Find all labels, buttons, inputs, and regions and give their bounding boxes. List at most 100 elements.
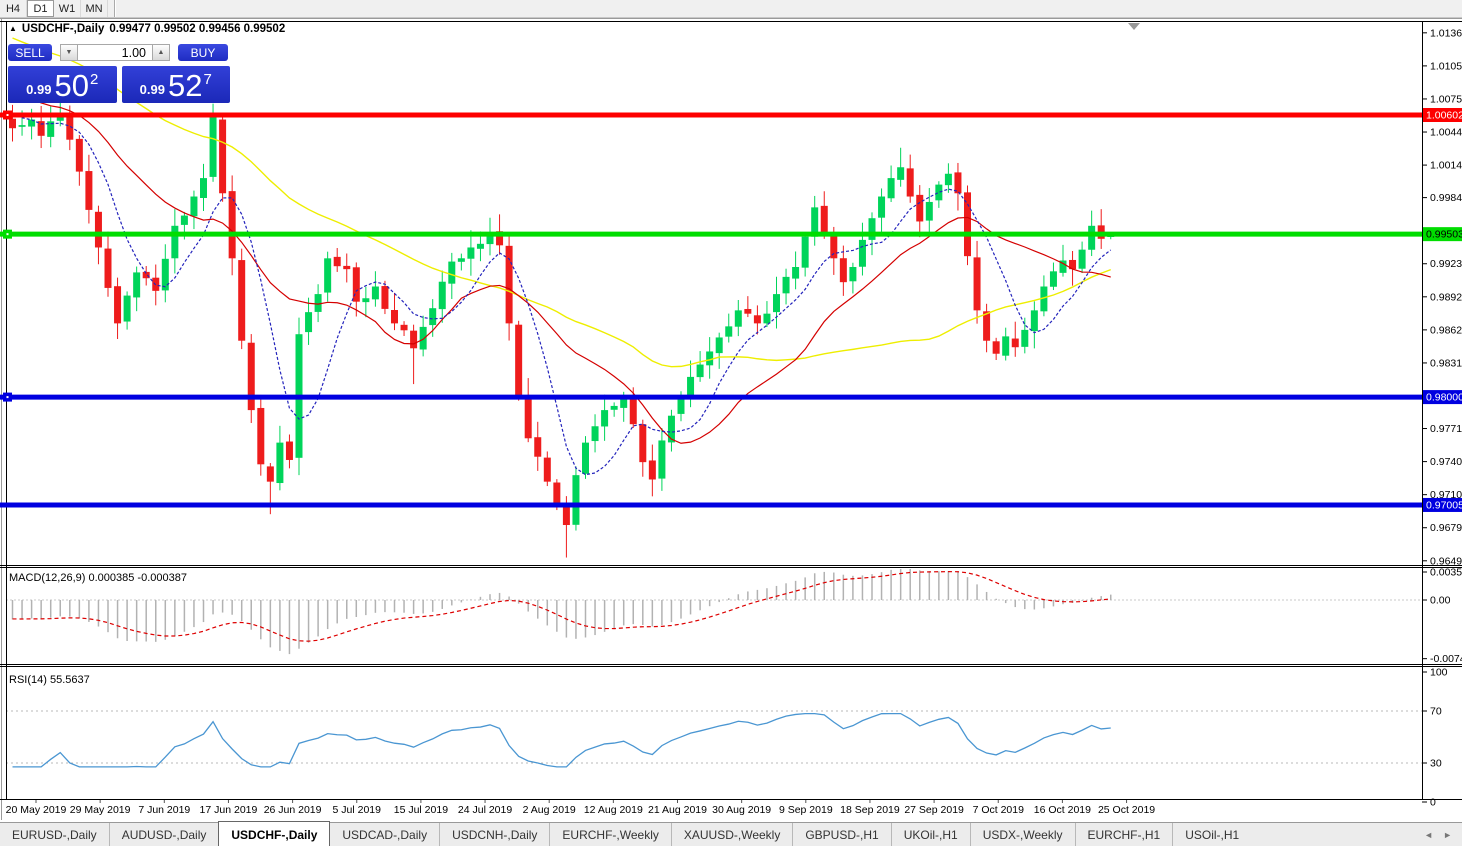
candle (352, 267, 360, 302)
candle (582, 442, 589, 474)
chart-tab-usdx-weekly[interactable]: USDX-,Weekly (969, 823, 1075, 846)
chart-tab-audusd-daily[interactable]: AUDUSD-,Daily (108, 823, 219, 846)
chart-tab-usdchf-daily[interactable]: USDCHF-,Daily (218, 821, 331, 846)
candle (858, 239, 866, 267)
candle (591, 426, 599, 442)
candle (247, 342, 255, 411)
candle (66, 113, 74, 140)
chart-tab-bar: EURUSD-,Daily AUDUSD-,Daily USDCHF-,Daily U… (0, 821, 1462, 846)
chart-tab-gbpusd-h1[interactable]: GBPUSD-,H1 (792, 823, 890, 846)
candle (75, 138, 83, 172)
candle (935, 184, 943, 201)
price-level-badge-text: 1.00602 (1426, 110, 1462, 122)
candle (868, 218, 876, 240)
timeframe-button-d1[interactable]: D1 (27, 0, 54, 17)
candle (486, 232, 494, 245)
candle (371, 286, 379, 300)
volume-input[interactable]: 1.00 (78, 44, 152, 61)
chart-title: ▲ USDCHF-,Daily 0.99477 0.99502 0.99456 … (9, 23, 285, 35)
candle (1030, 310, 1038, 332)
candle (1088, 225, 1096, 250)
candle (1021, 329, 1029, 347)
volume-decrease-button[interactable]: ▼ (60, 44, 78, 61)
candle (467, 247, 475, 259)
candle (753, 315, 761, 324)
price-level-badge (1423, 390, 1462, 405)
price-chart-canvas[interactable]: 1.013601.010551.007501.004451.001400.998… (0, 0, 1462, 822)
chart-tab-usdcnh-daily[interactable]: USDCNH-,Daily (439, 823, 549, 846)
candle (715, 337, 723, 354)
candle (410, 330, 418, 349)
candle (839, 258, 847, 283)
tab-scroll-controls: ◄ ► (1414, 823, 1462, 846)
date-axis-label: 7 Oct 2019 (973, 804, 1025, 816)
candle (801, 236, 809, 268)
chart-tab-ukoil-h1[interactable]: UKOil-,H1 (890, 823, 970, 846)
candle (228, 191, 236, 259)
date-axis-label: 18 Sep 2019 (840, 804, 900, 816)
candle (944, 173, 952, 186)
date-axis-label: 29 May 2019 (70, 804, 131, 816)
candle (362, 298, 370, 303)
candle (983, 311, 991, 341)
candle (1002, 336, 1010, 356)
buy-price-prefix: 0.99 (139, 82, 165, 97)
price-axis-tick: 1.00445 (1430, 127, 1462, 139)
candle (448, 261, 456, 284)
candle (639, 424, 647, 463)
candle (333, 256, 341, 267)
candle (992, 341, 1000, 354)
sell-button[interactable]: SELL (8, 44, 52, 61)
rsi-axis-tick: 30 (1430, 758, 1442, 770)
timeframe-button-w1[interactable]: W1 (54, 0, 81, 17)
buy-price-button[interactable]: 0.99 52 7 (121, 66, 230, 103)
candle (820, 205, 828, 235)
rsi-series (7, 710, 1422, 768)
price-level-badge-text: 0.98000 (1426, 392, 1462, 404)
date-axis-label: 26 Jun 2019 (264, 804, 322, 816)
chart-tab-eurusd-daily[interactable]: EURUSD-,Daily (12, 827, 97, 842)
timeframe-button-h4[interactable]: H4 (0, 0, 27, 17)
price-axis-tick: 1.01360 (1430, 27, 1462, 39)
candle (973, 257, 981, 311)
candle (219, 119, 227, 194)
chart-tab-usdcad-daily[interactable]: USDCAD-,Daily (342, 827, 428, 842)
tab-scroll-right-button[interactable]: ► (1443, 829, 1452, 840)
candle (457, 258, 465, 262)
date-axis-label: 16 Oct 2019 (1034, 804, 1091, 816)
candle (811, 207, 819, 237)
candle (429, 308, 437, 326)
chart-tab-xauusd-weekly[interactable]: XAUUSD-,Weekly (670, 823, 792, 846)
candle (696, 364, 704, 378)
candle (28, 119, 36, 127)
collapse-arrow-icon[interactable]: ▲ (9, 23, 17, 33)
chart-shift-marker-icon[interactable] (1128, 23, 1140, 30)
candle (553, 482, 561, 504)
candle (238, 260, 246, 341)
macd-indicator-label: MACD(12,26,9) 0.000385 -0.000387 (9, 572, 187, 584)
macd-signal-line (12, 571, 1111, 642)
date-axis-label: 7 Jun 2019 (138, 804, 190, 816)
ma-mid-line (12, 91, 1111, 444)
chart-tab-usoil-h1[interactable]: USOil-,H1 (1172, 823, 1251, 846)
sell-price-button[interactable]: 0.99 50 2 (8, 66, 117, 103)
candle (830, 236, 838, 259)
candle (142, 271, 150, 279)
tab-scroll-left-button[interactable]: ◄ (1424, 829, 1434, 840)
candle (1049, 271, 1057, 287)
timeframe-button-mn[interactable]: MN (81, 0, 108, 17)
chart-tab-eurchf-weekly[interactable]: EURCHF-,Weekly (549, 823, 670, 846)
candle (925, 201, 933, 221)
candle (1069, 259, 1077, 270)
candle (505, 245, 513, 324)
candle (171, 225, 179, 259)
volume-increase-button[interactable]: ▲ (152, 44, 170, 61)
chart-tab-eurchf-h1[interactable]: EURCHF-,H1 (1074, 823, 1173, 846)
buy-button[interactable]: BUY (178, 44, 228, 61)
candle (305, 312, 313, 333)
date-axis-label: 20 May 2019 (6, 804, 67, 816)
candle (792, 266, 800, 279)
candle (1011, 338, 1019, 348)
candle (476, 243, 484, 249)
